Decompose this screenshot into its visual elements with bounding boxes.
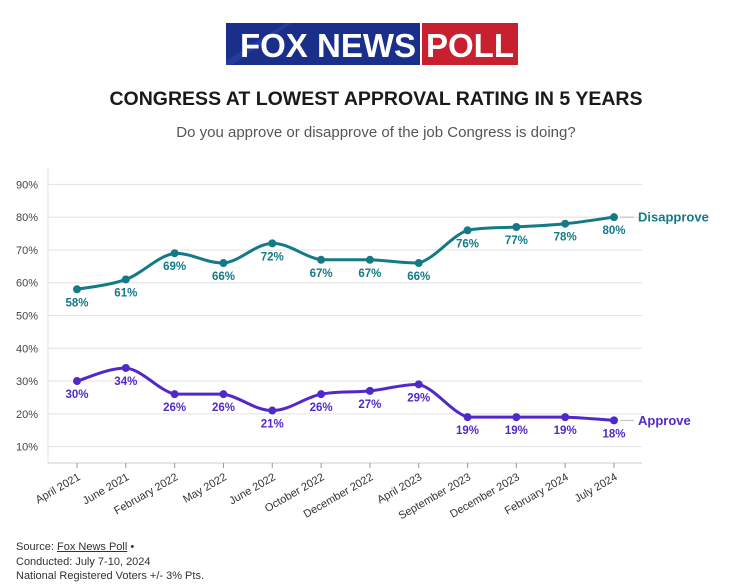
data-point	[463, 226, 472, 235]
chart-subtitle: Do you approve or disapprove of the job …	[176, 124, 576, 141]
series-line-disapprove	[75, 215, 616, 291]
data-label: 58%	[65, 297, 88, 309]
data-label: 67%	[310, 268, 333, 280]
source-suffix: •	[130, 541, 135, 553]
x-tick-label: July 2024	[573, 471, 620, 505]
data-label: 26%	[310, 402, 333, 414]
data-point	[414, 380, 423, 389]
data-label: 21%	[261, 419, 284, 431]
data-point	[365, 386, 374, 395]
data-point	[121, 363, 130, 372]
data-point	[317, 255, 326, 264]
data-point	[170, 249, 179, 258]
data-point	[73, 377, 81, 386]
fox-news-poll-logo: FOX NEWS POLL	[226, 23, 518, 65]
y-tick-label: 50%	[16, 311, 38, 323]
data-label: 19%	[456, 425, 479, 437]
data-point	[73, 285, 81, 294]
y-tick-label: 30%	[16, 376, 38, 388]
series-label-disapprove: Disapprove	[638, 210, 709, 225]
data-label: 77%	[505, 235, 528, 247]
data-point	[121, 275, 130, 284]
voters-line: National Registered Voters +/- 3% Pts.	[16, 570, 205, 582]
chart-footer: Source: Fox News Poll • Conducted: July …	[16, 540, 204, 584]
data-point	[561, 219, 570, 228]
source-link[interactable]: Fox News Poll	[56, 541, 128, 553]
y-tick-label: 70%	[16, 245, 38, 257]
data-point	[610, 416, 618, 425]
y-tick-label: 40%	[16, 343, 38, 355]
chart-title: CONGRESS AT LOWEST APPROVAL RATING IN 5 …	[109, 88, 643, 110]
data-point	[512, 223, 521, 231]
logo-text-fox-news: FOX NEWS	[240, 27, 416, 64]
data-label: 76%	[456, 238, 479, 250]
y-tick-label: 90%	[16, 179, 38, 191]
data-point	[414, 259, 423, 268]
data-label: 67%	[358, 268, 381, 280]
data-point	[219, 259, 228, 268]
data-label: 72%	[261, 251, 284, 263]
data-point	[365, 255, 374, 264]
conducted-line: Conducted: July 7-10, 2024	[16, 555, 151, 568]
data-label: 19%	[554, 425, 577, 437]
source-line: Source: Fox News Poll •	[16, 540, 204, 555]
series-label-approve: Approve	[638, 413, 691, 428]
data-label: 19%	[505, 425, 528, 437]
data-label: 66%	[407, 271, 430, 283]
y-tick-label: 60%	[16, 278, 38, 290]
logo-text-poll: POLL	[426, 27, 514, 64]
data-label: 34%	[114, 376, 137, 388]
source-prefix: Source:	[16, 541, 54, 553]
x-tick-label: April 2021	[34, 471, 83, 506]
data-point	[317, 390, 326, 399]
data-point	[170, 390, 179, 399]
data-point	[268, 239, 277, 248]
data-point	[219, 390, 228, 399]
data-label: 80%	[602, 225, 625, 237]
series-line-approve	[75, 366, 616, 422]
data-label: 61%	[114, 287, 137, 299]
x-tick-label: May 2022	[181, 471, 229, 506]
data-label: 30%	[65, 389, 88, 401]
data-point	[610, 213, 618, 222]
y-tick-label: 80%	[16, 212, 38, 224]
line-chart: 10%20%30%40%50%60%70%80%90%April 2021Jun…	[16, 168, 709, 522]
data-label: 26%	[212, 402, 235, 414]
data-label: 18%	[602, 428, 625, 440]
data-point	[512, 413, 521, 422]
data-label: 26%	[163, 402, 186, 414]
data-label: 66%	[212, 271, 235, 283]
y-tick-label: 20%	[16, 409, 38, 421]
data-label: 78%	[554, 232, 577, 244]
data-point	[268, 406, 277, 415]
data-label: 69%	[163, 261, 186, 273]
data-point	[463, 413, 472, 422]
data-label: 27%	[358, 399, 381, 411]
data-point	[561, 413, 570, 422]
data-label: 29%	[407, 392, 430, 404]
y-tick-label: 10%	[16, 442, 38, 454]
